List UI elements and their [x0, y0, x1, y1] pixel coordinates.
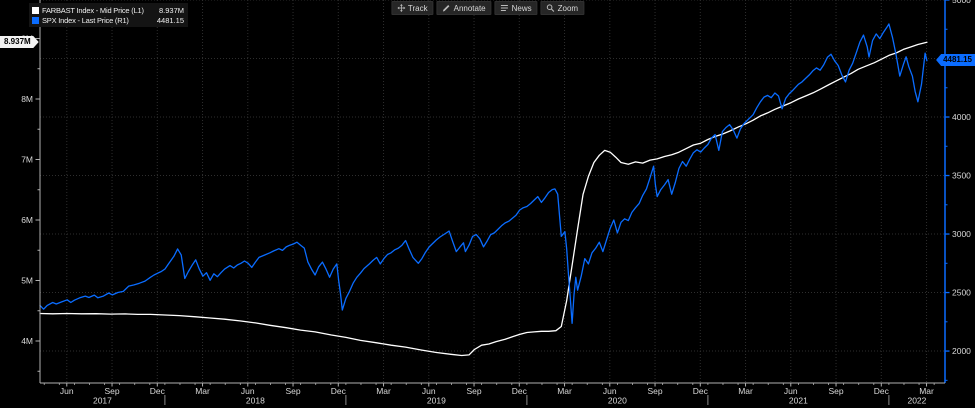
right-axis-tick-label: 2000	[952, 346, 971, 356]
annotate-icon	[443, 4, 451, 12]
year-tick-label: 2021	[789, 396, 808, 406]
right-axis-tick-label: 5000	[952, 0, 971, 5]
month-tick-label: Sep	[466, 386, 481, 396]
month-tick-label: Sep	[285, 386, 300, 396]
news-icon	[501, 4, 509, 12]
month-tick-label: Dec	[512, 386, 528, 396]
month-tick-label: Dec	[874, 386, 890, 396]
track-icon	[396, 4, 405, 12]
month-tick-label: Mar	[738, 386, 753, 396]
series-lines	[39, 23, 928, 357]
month-tick-label: Dec	[150, 386, 166, 396]
year-tick-label: 2020	[608, 396, 627, 406]
year-tick-label: 2022	[907, 396, 926, 406]
month-tick-label: Dec	[331, 386, 347, 396]
track-button[interactable]: Track	[390, 1, 434, 15]
chart-legend: FARBAST Index - Mid Price (L1) 8.937M SP…	[29, 3, 188, 27]
year-tick-label: 2018	[246, 396, 265, 406]
month-tick-label: Mar	[195, 386, 210, 396]
month-tick-label: Dec	[693, 386, 709, 396]
farbast-swatch	[32, 6, 39, 14]
left-axis-tick-label: 4M	[21, 336, 33, 346]
bottom-axis: Jun Sep Dec Mar Jun Sep Dec Mar Jun Sep Dec Mar Jun S…	[40, 382, 945, 406]
left-axis-tick-label: 5M	[21, 276, 33, 286]
month-tick-label: Sep	[104, 386, 119, 396]
zoom-label: Zoom	[557, 3, 579, 13]
spx-swatch	[32, 16, 39, 24]
left-axis-last-value-tag: 8.937M	[0, 36, 39, 48]
right-axis-tick-label: 2500	[952, 288, 971, 298]
magnifier-icon	[547, 4, 555, 12]
spx-line	[39, 23, 928, 324]
left-axis-tick-label: 7M	[21, 154, 33, 164]
news-label: News	[511, 3, 532, 13]
zoom-button[interactable]: Zoom	[540, 1, 585, 15]
chart-toolbar: Track Annotate News Zoom	[390, 1, 585, 15]
month-tick-label: Jun	[603, 386, 617, 396]
spx-legend-value: 4481.15	[156, 15, 184, 25]
news-button[interactable]: News	[494, 1, 538, 15]
track-label: Track	[407, 3, 428, 13]
month-tick-label: Mar	[557, 386, 572, 396]
right-axis-tick-label: 4000	[952, 112, 971, 122]
legend-item-spx[interactable]: SPX Index - Last Price (R1) 4481.15	[32, 15, 184, 25]
right-axis-last-value-tag: 4481.15	[936, 54, 975, 66]
right-axis-tick-label: 3000	[952, 229, 971, 239]
left-axis: 4M5M6M7M8M9M	[21, 0, 41, 383]
plot-area[interactable]	[40, 0, 945, 383]
month-tick-label: Mar	[376, 386, 391, 396]
month-tick-label: Sep	[647, 386, 662, 396]
spx-legend-label: SPX Index - Last Price (R1)	[42, 15, 129, 25]
year-tick-label: 2017	[93, 396, 112, 406]
annotate-label: Annotate	[453, 3, 486, 13]
left-axis-tick-label: 6M	[21, 215, 33, 225]
month-tick-label: Jun	[60, 386, 74, 396]
left-axis-tick-label: 8M	[21, 94, 33, 104]
month-tick-label: Jun	[241, 386, 255, 396]
farbast-legend-value: 8.937M	[158, 5, 184, 15]
month-tick-label: Sep	[828, 386, 843, 396]
gridlines	[40, 0, 945, 383]
month-tick-label: Jun	[784, 386, 798, 396]
legend-item-farbast[interactable]: FARBAST Index - Mid Price (L1) 8.937M	[32, 5, 184, 15]
farbast-legend-label: FARBAST Index - Mid Price (L1)	[42, 5, 144, 15]
month-tick-label: Mar	[919, 386, 934, 396]
annotate-button[interactable]: Annotate	[436, 1, 492, 15]
year-tick-label: 2019	[427, 396, 446, 406]
month-tick-label: Jun	[422, 386, 436, 396]
right-axis-tick-label: 3500	[952, 171, 971, 181]
farbast-line	[39, 41, 928, 357]
